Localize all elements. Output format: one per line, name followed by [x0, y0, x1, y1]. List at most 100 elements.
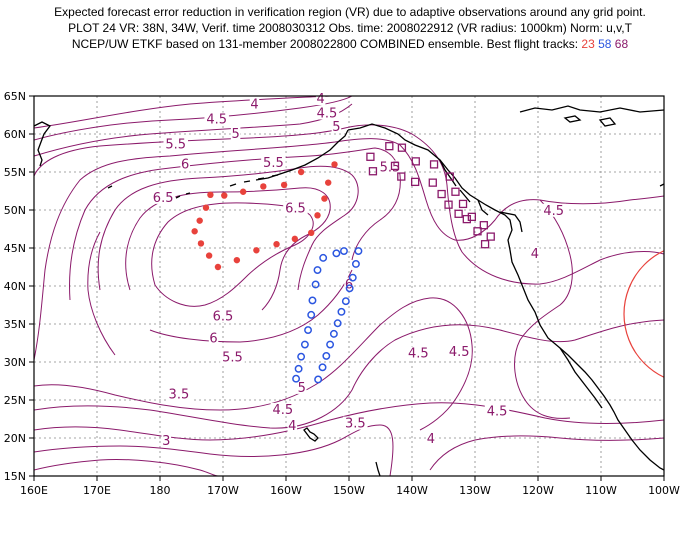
- lat-label: 55N: [4, 166, 26, 179]
- red-track-point: [297, 168, 305, 176]
- contour-label: 4.5: [206, 113, 227, 128]
- red-track-point: [253, 247, 260, 254]
- contour-label-bg: [261, 155, 286, 169]
- blue-track-point: [314, 375, 323, 384]
- contour-label-bg: [297, 380, 307, 394]
- contour-label-bg: [220, 350, 245, 364]
- lat-label: 30N: [4, 356, 26, 369]
- contour-label: 3: [162, 434, 170, 449]
- contour-label-bg: [287, 418, 298, 432]
- contour-label-bg: [270, 402, 296, 416]
- blue-track-point: [322, 351, 331, 360]
- blue-track-point: [297, 352, 306, 361]
- lat-label: 45N: [4, 242, 26, 255]
- lat-label: 35N: [4, 318, 26, 331]
- contour-label-bg: [208, 331, 219, 345]
- contour-label: 4.5: [543, 204, 564, 219]
- lat-label: 15N: [4, 470, 26, 483]
- red-track-point: [308, 229, 315, 236]
- title-line-3: NCEP/UW ETKF based on 131-member 2008022…: [0, 36, 700, 52]
- contour-label: 5.5: [380, 160, 401, 175]
- purple-track-point: [368, 167, 378, 176]
- contour-label: 6.5: [285, 202, 306, 217]
- lon-label: 180: [150, 484, 171, 497]
- contour-label: 5.5: [165, 138, 186, 153]
- purple-track-point: [366, 152, 375, 161]
- error-reduction-contours: [34, 96, 664, 476]
- contour-label: 5: [298, 381, 306, 396]
- purple-track-point: [437, 189, 446, 199]
- blue-track-point: [311, 280, 320, 289]
- coastlines: [34, 105, 664, 476]
- contour-label-bg: [210, 309, 236, 323]
- contour-label: 3.5: [169, 388, 190, 403]
- purple-track-point: [390, 161, 400, 171]
- purple-track-point: [410, 177, 420, 187]
- contour-label: 3.5: [345, 417, 366, 432]
- contour-label: 5: [231, 127, 239, 142]
- latitude-labels: 65N 60N 55N 50N 45N 40N 35N 30N 25N 20N 15N: [4, 90, 26, 483]
- axis-ticks: [29, 95, 665, 481]
- contour-label-bg: [343, 416, 368, 430]
- title-line-1: Expected forecast error reduction in ver…: [54, 5, 646, 19]
- red-track-point: [331, 161, 338, 168]
- contour-label-bg: [331, 120, 342, 134]
- lon-label: 140W: [396, 484, 428, 497]
- blue-track-point: [348, 273, 357, 282]
- purple-track-point: [458, 199, 468, 209]
- contour-label-bg: [541, 203, 566, 217]
- purple-track-point: [397, 172, 406, 181]
- lon-label: 170W: [207, 484, 239, 497]
- blue-track-point: [318, 363, 327, 372]
- blue-track-point: [340, 247, 348, 255]
- red-track-point: [280, 181, 288, 189]
- red-track-point: [321, 195, 328, 202]
- purple-track-point: [428, 178, 437, 187]
- flight-track-68: [366, 142, 495, 249]
- purple-track-point: [451, 187, 460, 196]
- flight-track-58: [292, 247, 363, 384]
- contour-label-bg: [249, 97, 260, 111]
- contour-label-bg: [230, 127, 241, 141]
- contour-label-bg: [163, 137, 188, 151]
- purple-track-point: [454, 209, 463, 218]
- contour-label: 6: [209, 331, 217, 346]
- red-track-point: [273, 241, 280, 248]
- longitude-labels: 160E 170E 180 170W 160W 150W 140W 130W 120W 110W 1…: [20, 484, 680, 497]
- contour-label: 5.5: [263, 156, 284, 171]
- contour-label: 4: [531, 247, 539, 262]
- blue-track-point: [308, 296, 317, 305]
- lon-label: 170E: [83, 484, 111, 497]
- blue-track-point: [332, 249, 341, 258]
- track-purple-label: 68: [614, 37, 629, 51]
- lon-label: 150W: [333, 484, 365, 497]
- lat-label: 25N: [4, 394, 26, 407]
- purple-track-point: [462, 214, 471, 224]
- purple-track-point: [445, 172, 454, 181]
- red-track-point: [325, 179, 332, 186]
- purple-track-point: [397, 143, 407, 152]
- blue-track-point: [354, 247, 363, 255]
- contour-label-bg: [530, 247, 540, 261]
- blue-track-point: [329, 329, 338, 338]
- purple-track-point: [411, 157, 420, 166]
- contour-label: 4.5: [408, 347, 429, 362]
- blue-track-point: [294, 364, 303, 373]
- red-track-point: [197, 240, 205, 247]
- red-track-point: [207, 191, 214, 198]
- purple-track-point: [480, 240, 490, 249]
- blue-track-point: [345, 284, 354, 293]
- contour-label-bg: [161, 434, 172, 448]
- track-blue-label: 58: [598, 37, 612, 51]
- lat-label: 20N: [4, 432, 26, 445]
- lat-label: 40N: [4, 280, 26, 293]
- contour-label-bg: [204, 112, 229, 126]
- blue-track-point: [292, 374, 301, 383]
- blue-track-point: [341, 297, 350, 306]
- contour-label: 4.5: [273, 403, 294, 418]
- purple-track-point: [429, 160, 439, 169]
- contour-label-bg: [484, 404, 510, 418]
- contour-label: 5: [332, 120, 340, 135]
